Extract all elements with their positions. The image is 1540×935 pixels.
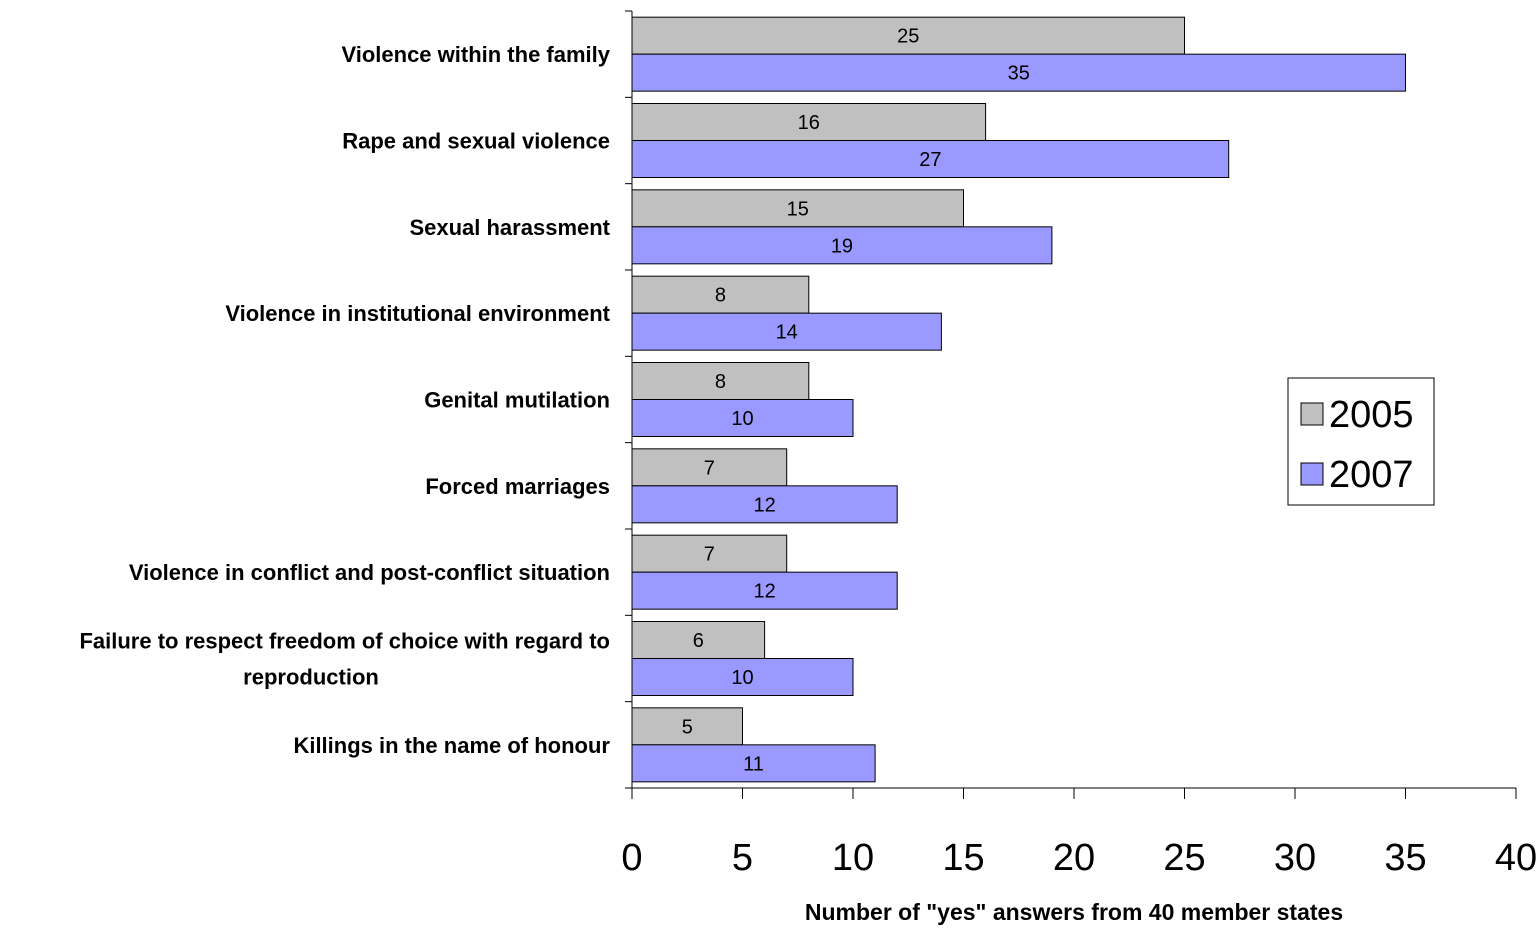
- data-label-2007: 19: [831, 235, 853, 257]
- data-label-2007: 12: [753, 581, 775, 603]
- plot-area: [625, 10, 633, 789]
- data-label-2005: 6: [693, 630, 704, 652]
- data-label-2007: 14: [776, 322, 798, 344]
- x-tick-label: 10: [832, 837, 874, 879]
- category-label: Forced marriages: [425, 474, 610, 499]
- data-label-2005: 5: [682, 716, 693, 738]
- bar-2007: [631, 312, 942, 351]
- bar-2005: [631, 534, 788, 573]
- x-tick-label: 40: [1495, 837, 1537, 879]
- bar-2005: [631, 362, 810, 400]
- category-label: Killings in the name of honour: [293, 733, 610, 758]
- bar-2005: [631, 189, 964, 228]
- legend-label-2005: 2005: [1329, 394, 1414, 436]
- bar-2007: [631, 744, 876, 783]
- bar-2005: [631, 103, 987, 141]
- bar-2005: [631, 275, 810, 314]
- category-label: Violence within the family: [341, 42, 610, 67]
- bar-2005: [631, 16, 1185, 55]
- category-label: Violence in conflict and post-conflict s…: [129, 560, 610, 585]
- category-label: Rape and sexual violence: [342, 129, 610, 154]
- data-label-2005: 25: [897, 26, 919, 48]
- bar-2005: [631, 621, 766, 659]
- data-label-2005: 16: [798, 112, 820, 134]
- x-tick-label: 30: [1274, 837, 1316, 879]
- x-tick-label: 5: [732, 837, 753, 879]
- data-label-2005: 15: [787, 198, 809, 220]
- x-tick-label: 25: [1163, 837, 1205, 879]
- legend-swatch-2005: [1300, 402, 1324, 426]
- x-tick-label: 35: [1384, 837, 1426, 879]
- category-label: Sexual harassment: [409, 215, 610, 240]
- category-labels: Violence within the family Rape and sexua…: [79, 42, 610, 758]
- data-label-2007: 12: [753, 494, 775, 516]
- category-label: reproduction: [243, 665, 379, 690]
- bar-2007: [631, 485, 898, 524]
- data-label-2005: 8: [715, 285, 726, 307]
- x-axis-label: Number of "yes" answers from 40 member s…: [805, 899, 1343, 925]
- bar-2007: [631, 658, 854, 696]
- x-tick-label: 20: [1053, 837, 1095, 879]
- x-axis: 0 5 10 15 20 25 30 35 40: [621, 787, 1537, 879]
- bar-2007: [631, 399, 854, 437]
- bar-2007: [631, 226, 1053, 265]
- legend-label-2007: 2007: [1329, 454, 1414, 496]
- data-label-2005: 8: [715, 371, 726, 393]
- category-label: Violence in institutional environment: [225, 301, 610, 326]
- data-label-2007: 11: [743, 753, 764, 775]
- data-label-2005: 7: [704, 544, 715, 566]
- bar-2007: [631, 140, 1230, 178]
- data-label-2007: 35: [1008, 63, 1030, 85]
- data-label-2007: 27: [919, 149, 941, 171]
- bar-2007: [631, 53, 1406, 92]
- x-tick-label: 0: [621, 837, 642, 879]
- category-label: Failure to respect freedom of choice wit…: [79, 629, 610, 654]
- bar-2007: [631, 571, 898, 610]
- category-label: Genital mutilation: [424, 388, 610, 413]
- legend: 2005 2007: [1287, 377, 1435, 506]
- x-tick-label: 15: [942, 837, 984, 879]
- data-label-2007: 10: [731, 408, 753, 430]
- legend-swatch-2007: [1300, 462, 1324, 486]
- data-label-2005: 7: [704, 457, 715, 479]
- data-label-2007: 10: [731, 667, 753, 689]
